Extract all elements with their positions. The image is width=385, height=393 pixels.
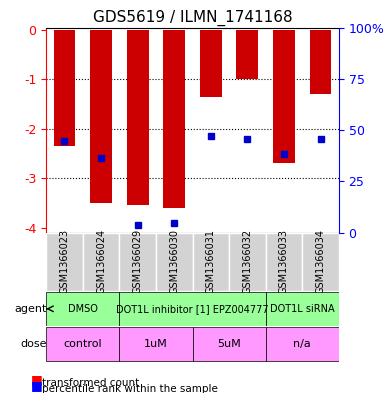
Bar <box>310 30 331 94</box>
Text: agent: agent <box>15 304 47 314</box>
FancyBboxPatch shape <box>46 292 119 326</box>
FancyBboxPatch shape <box>119 292 266 326</box>
Text: control: control <box>64 339 102 349</box>
Text: GSM1366023: GSM1366023 <box>60 230 69 294</box>
Text: percentile rank within the sample: percentile rank within the sample <box>42 384 218 393</box>
Bar <box>236 30 258 79</box>
Title: GDS5619 / ILMN_1741168: GDS5619 / ILMN_1741168 <box>93 10 292 26</box>
Bar <box>163 30 185 208</box>
FancyBboxPatch shape <box>266 327 339 361</box>
Text: dose: dose <box>20 339 47 349</box>
FancyBboxPatch shape <box>266 233 302 291</box>
Bar <box>54 30 75 146</box>
FancyBboxPatch shape <box>192 327 266 361</box>
Bar <box>90 30 112 203</box>
Bar <box>273 30 295 163</box>
FancyBboxPatch shape <box>302 233 339 291</box>
Bar <box>127 30 149 206</box>
Text: n/a: n/a <box>293 339 311 349</box>
Text: DMSO: DMSO <box>68 304 98 314</box>
Text: GSM1366034: GSM1366034 <box>316 230 325 294</box>
Text: GSM1366029: GSM1366029 <box>133 230 142 294</box>
FancyBboxPatch shape <box>46 233 83 291</box>
FancyBboxPatch shape <box>119 327 192 361</box>
Text: 5uM: 5uM <box>217 339 241 349</box>
Text: ■: ■ <box>31 373 43 386</box>
FancyBboxPatch shape <box>229 233 266 291</box>
Text: GSM1366024: GSM1366024 <box>96 230 106 294</box>
Text: GSM1366031: GSM1366031 <box>206 230 216 294</box>
Text: GSM1366033: GSM1366033 <box>279 230 289 294</box>
FancyBboxPatch shape <box>156 233 192 291</box>
FancyBboxPatch shape <box>266 292 339 326</box>
Bar <box>200 30 222 97</box>
FancyBboxPatch shape <box>192 233 229 291</box>
Text: DOT1L siRNA: DOT1L siRNA <box>270 304 335 314</box>
Text: 1uM: 1uM <box>144 339 168 349</box>
FancyBboxPatch shape <box>119 233 156 291</box>
Text: GSM1366032: GSM1366032 <box>243 230 252 294</box>
FancyBboxPatch shape <box>83 233 119 291</box>
Text: ■: ■ <box>31 379 43 392</box>
FancyBboxPatch shape <box>46 327 119 361</box>
Text: DOT1L inhibitor [1] EPZ004777: DOT1L inhibitor [1] EPZ004777 <box>116 304 269 314</box>
Text: GSM1366030: GSM1366030 <box>169 230 179 294</box>
Text: transformed count: transformed count <box>42 378 140 388</box>
